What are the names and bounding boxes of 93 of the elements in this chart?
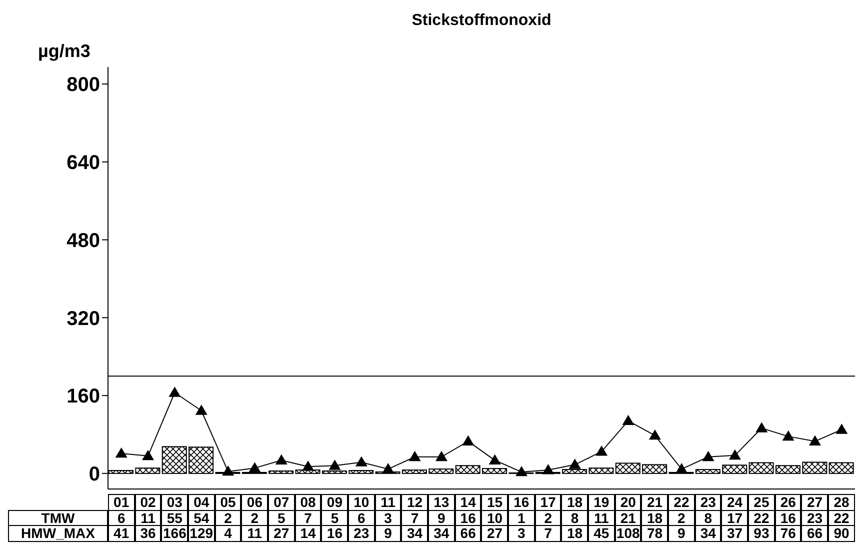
x-tick-label: 07 <box>268 494 295 510</box>
data-label: 18 <box>641 510 668 526</box>
y-tick-label: 320 <box>66 308 100 330</box>
data-label: 9 <box>374 525 402 542</box>
data-label: 3 <box>508 525 535 542</box>
data-label: 23 <box>801 510 828 526</box>
data-label: 93 <box>748 525 775 542</box>
data-label: 5 <box>268 510 295 526</box>
data-label: 2 <box>668 510 695 526</box>
x-tick-label: 25 <box>748 494 775 510</box>
data-label: 7 <box>401 510 428 526</box>
data-label: 27 <box>481 525 508 542</box>
data-label: 11 <box>134 510 162 526</box>
legend-label: TMW <box>8 510 108 526</box>
x-tick-label: 24 <box>721 494 748 510</box>
x-tick-label: 05 <box>214 494 242 510</box>
y-tick-label: 640 <box>66 152 100 174</box>
x-tick-label: 15 <box>481 494 508 510</box>
data-label: 8 <box>694 510 722 526</box>
x-tick-label: 26 <box>774 494 802 510</box>
data-label: 14 <box>294 525 322 542</box>
legend-label: HMW_MAX <box>8 525 108 542</box>
data-label: 23 <box>348 525 375 542</box>
data-label: 129 <box>188 525 215 542</box>
x-tick-label: 13 <box>428 494 455 510</box>
data-label: 90 <box>828 525 855 542</box>
data-label: 66 <box>801 525 828 542</box>
x-tick-label: 16 <box>508 494 535 510</box>
x-tick-label: 18 <box>561 494 588 510</box>
data-label: 27 <box>268 525 295 542</box>
data-label: 7 <box>294 510 322 526</box>
x-tick-label: 06 <box>241 494 268 510</box>
data-label: 9 <box>668 525 695 542</box>
x-tick-label: 12 <box>401 494 428 510</box>
x-tick-label: 27 <box>801 494 828 510</box>
data-label: 76 <box>774 525 802 542</box>
x-tick-label: 10 <box>348 494 375 510</box>
data-label: 6 <box>108 510 135 526</box>
data-label: 34 <box>401 525 428 542</box>
data-label: 21 <box>614 510 642 526</box>
data-label: 11 <box>588 510 615 526</box>
data-label: 2 <box>214 510 242 526</box>
data-label: 36 <box>134 525 162 542</box>
x-tick-label: 09 <box>321 494 348 510</box>
data-label: 5 <box>321 510 348 526</box>
x-tick-label: 23 <box>694 494 722 510</box>
data-label: 11 <box>241 525 268 542</box>
data-label: 54 <box>188 510 215 526</box>
data-label: 78 <box>641 525 668 542</box>
data-label: 1 <box>508 510 535 526</box>
x-tick-label: 19 <box>588 494 615 510</box>
data-label: 108 <box>614 525 642 542</box>
data-label: 34 <box>428 525 455 542</box>
data-label: 9 <box>428 510 455 526</box>
x-tick-label: 02 <box>134 494 162 510</box>
y-tick-label: 480 <box>66 230 100 252</box>
data-label: 3 <box>374 510 402 526</box>
x-tick-label: 08 <box>294 494 322 510</box>
y-tick-label: 800 <box>66 74 100 96</box>
y-axis-title: µg/m3 <box>38 41 90 62</box>
data-label: 17 <box>721 510 748 526</box>
x-tick-label: 01 <box>108 494 135 510</box>
x-tick-label: 21 <box>641 494 668 510</box>
x-tick-label: 03 <box>161 494 188 510</box>
x-tick-label: 11 <box>374 494 402 510</box>
data-label: 16 <box>321 525 348 542</box>
data-label: 37 <box>721 525 748 542</box>
data-label: 166 <box>161 525 188 542</box>
y-tick-label: 160 <box>66 386 100 408</box>
data-label: 7 <box>534 525 562 542</box>
data-label: 8 <box>561 510 588 526</box>
x-tick-label: 28 <box>828 494 855 510</box>
x-tick-label: 14 <box>454 494 482 510</box>
x-tick-label: 20 <box>614 494 642 510</box>
chart-title: Stickstoffmonoxid <box>410 12 552 30</box>
data-label: 4 <box>214 525 242 542</box>
data-label: 16 <box>774 510 802 526</box>
data-label: 22 <box>828 510 855 526</box>
data-label: 45 <box>588 525 615 542</box>
data-label: 34 <box>694 525 722 542</box>
data-label: 18 <box>561 525 588 542</box>
x-tick-label: 04 <box>188 494 215 510</box>
data-label: 55 <box>161 510 188 526</box>
y-tick-label: 0 <box>88 464 100 486</box>
data-label: 2 <box>534 510 562 526</box>
data-label: 10 <box>481 510 508 526</box>
data-label: 22 <box>748 510 775 526</box>
x-tick-label: 17 <box>534 494 562 510</box>
data-label: 6 <box>348 510 375 526</box>
data-label: 16 <box>454 510 482 526</box>
data-label: 66 <box>454 525 482 542</box>
data-label: 2 <box>241 510 268 526</box>
x-tick-label: 22 <box>668 494 695 510</box>
